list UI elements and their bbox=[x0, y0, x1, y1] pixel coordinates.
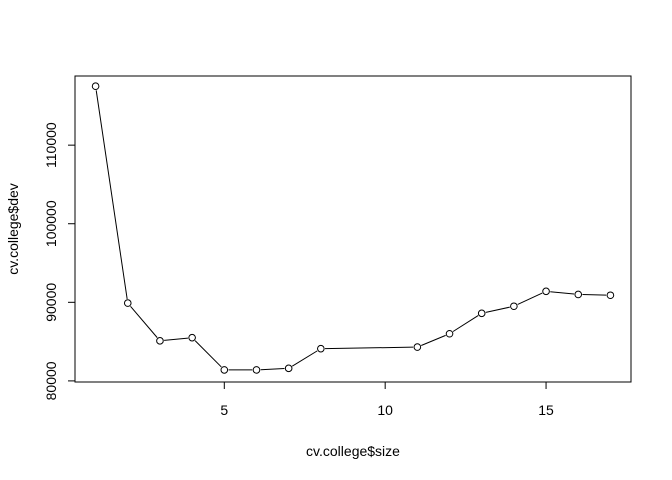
data-point bbox=[220, 366, 229, 374]
y-tick-label: 110000 bbox=[43, 122, 59, 168]
data-point bbox=[542, 287, 550, 296]
data-points bbox=[91, 82, 615, 374]
x-tick-label: 10 bbox=[377, 402, 393, 418]
data-point bbox=[574, 290, 583, 299]
data-point bbox=[606, 291, 615, 300]
x-axis-label: cv.college$size bbox=[306, 443, 400, 459]
data-point bbox=[284, 364, 293, 373]
data-point bbox=[477, 309, 486, 318]
series-line bbox=[95, 90, 607, 371]
x-axis: 5 10 15 bbox=[220, 381, 554, 418]
y-axis: 80000 90000 100000 110000 bbox=[43, 122, 76, 400]
data-point bbox=[413, 343, 422, 351]
y-tick-label: 100000 bbox=[43, 200, 59, 247]
data-point bbox=[510, 302, 518, 311]
x-tick-label: 5 bbox=[220, 402, 228, 418]
data-point bbox=[156, 337, 164, 345]
x-tick-label: 15 bbox=[538, 402, 554, 418]
y-tick-label: 80000 bbox=[43, 361, 59, 400]
data-point bbox=[188, 333, 196, 342]
data-point bbox=[123, 299, 132, 307]
data-point bbox=[91, 82, 100, 91]
y-tick-label: 90000 bbox=[43, 283, 59, 322]
data-point bbox=[252, 366, 261, 374]
data-point bbox=[317, 344, 325, 353]
data-point bbox=[445, 329, 454, 338]
y-axis-label: cv.college$dev bbox=[5, 183, 21, 275]
